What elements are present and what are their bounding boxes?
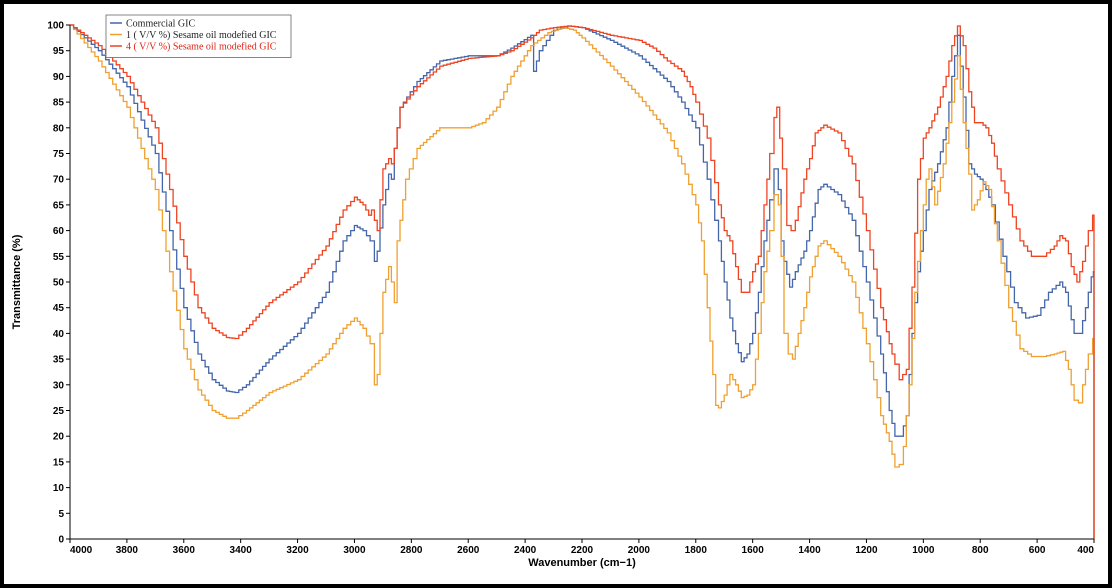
y-tick-label: 15: [53, 457, 65, 468]
y-tick-label: 35: [53, 355, 65, 366]
y-tick-label: 20: [53, 432, 65, 443]
y-tick-label: 100: [47, 21, 64, 32]
x-ticks: 4000 3800 3600 3400 3200 3000 2800 2600 2400 2200…: [69, 539, 1095, 556]
x-tick-label: 1600: [742, 545, 765, 556]
x-tick-label: 400: [1077, 545, 1094, 556]
y-tick-label: 70: [53, 175, 65, 186]
series-line-0: [70, 24, 1095, 539]
y-tick-label: 65: [53, 200, 65, 211]
axes: 0 5 10 15 20 25 30 35 40 45 50 55 60 65 70 75 80 85 90 95 10…: [11, 21, 1095, 569]
x-tick-label: 3800: [116, 545, 139, 556]
legend-entry-0: Commercial GIC: [126, 19, 195, 30]
y-axis-label: Transmittance (%): [11, 234, 23, 329]
y-tick-label: 30: [53, 380, 65, 391]
y-tick-label: 5: [58, 509, 64, 520]
x-tick-label: 3200: [286, 545, 309, 556]
ftir-chart: 0 5 10 15 20 25 30 35 40 45 50 55 60 65 70 75 80 85 90 95 10…: [11, 14, 1095, 569]
x-tick-label: 2400: [514, 545, 537, 556]
x-tick-label: 2800: [400, 545, 423, 556]
y-tick-label: 0: [58, 535, 64, 546]
x-tick-label: 2200: [571, 545, 594, 556]
y-tick-label: 85: [53, 98, 65, 109]
y-tick-label: 95: [53, 46, 65, 57]
y-ticks: 0 5 10 15 20 25 30 35 40 45 50 55 60 65 70 75 80 85 90 95 10…: [47, 21, 70, 546]
x-axis-label: Wavenumber (cm−1): [528, 557, 636, 569]
chart-frame: 0 5 10 15 20 25 30 35 40 45 50 55 60 65 70 75 80 85 90 95 10…: [4, 4, 1108, 584]
x-tick-label: 1400: [798, 545, 821, 556]
x-tick-label: 2000: [628, 545, 651, 556]
y-tick-label: 40: [53, 329, 65, 340]
x-tick-label: 1200: [855, 545, 878, 556]
x-tick-label: 1800: [685, 545, 708, 556]
x-tick-label: 1000: [912, 545, 935, 556]
y-tick-label: 25: [53, 406, 65, 417]
y-tick-label: 50: [53, 278, 65, 289]
legend-box: [105, 14, 292, 58]
legend-entry-2: 4 ( V/V %) Sesame oil modefied GIC: [126, 42, 277, 53]
x-tick-label: 800: [972, 545, 989, 556]
y-tick-label: 10: [53, 483, 65, 494]
y-tick-label: 75: [53, 149, 65, 160]
y-tick-label: 60: [53, 226, 65, 237]
y-tick-label: 45: [53, 303, 65, 314]
x-tick-label: 3400: [230, 545, 253, 556]
x-tick-label: 3000: [343, 545, 366, 556]
x-tick-label: 600: [1029, 545, 1046, 556]
legend-entry-1: 1 ( V/V %) Sesame oil modefied GIC: [126, 30, 277, 41]
y-tick-label: 80: [53, 123, 65, 134]
y-tick-label: 90: [53, 72, 65, 83]
series-line-2: [70, 24, 1095, 539]
x-tick-label: 2600: [457, 545, 480, 556]
x-tick-label: 4000: [70, 545, 93, 556]
series-line-1: [70, 24, 1095, 539]
y-tick-label: 55: [53, 252, 65, 263]
x-tick-label: 3600: [173, 545, 196, 556]
series-group: [70, 24, 1095, 539]
